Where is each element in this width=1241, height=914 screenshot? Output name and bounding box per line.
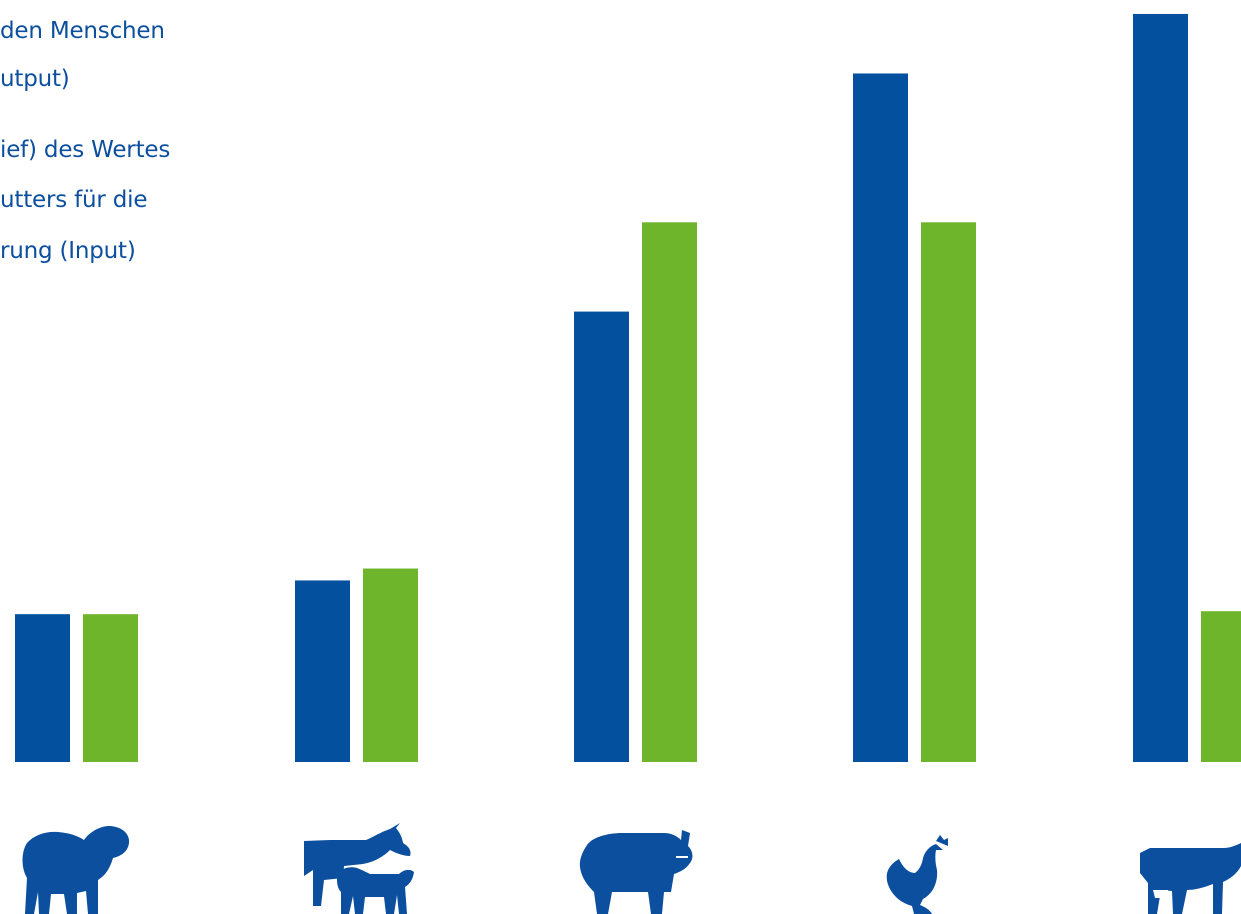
- output-bar-1: [295, 580, 350, 762]
- input-bar-3: [921, 222, 976, 762]
- legend-input-line-3: rung (Input): [0, 238, 136, 264]
- output-bar-4: [1133, 13, 1188, 762]
- chicken-icon: [886, 835, 948, 914]
- input-bar-2: [642, 222, 697, 762]
- output-bar-0: [15, 614, 70, 762]
- input-bar-1: [363, 568, 418, 762]
- legend-output-line-1: den Menschen: [0, 18, 165, 44]
- legend-input-line-1: ief) des Wertes: [0, 137, 170, 163]
- legend-input-line-2: utters für die: [0, 187, 147, 213]
- output-bar-2: [574, 311, 629, 762]
- input-bar-0: [83, 614, 138, 762]
- input-bar-4: [1201, 611, 1241, 762]
- legend-output-line-2: utput): [0, 66, 70, 92]
- output-bar-3: [853, 73, 908, 763]
- pig-icon: [579, 830, 693, 914]
- cow-calf-icon: [304, 823, 414, 914]
- bars-layer: [15, 13, 1241, 763]
- legend: den Menschen utput) ief) des Wertes utte…: [0, 18, 170, 264]
- sheep-icon: [22, 826, 130, 914]
- dairy-cow-icon: [1140, 843, 1241, 914]
- animal-icons: [22, 823, 1241, 914]
